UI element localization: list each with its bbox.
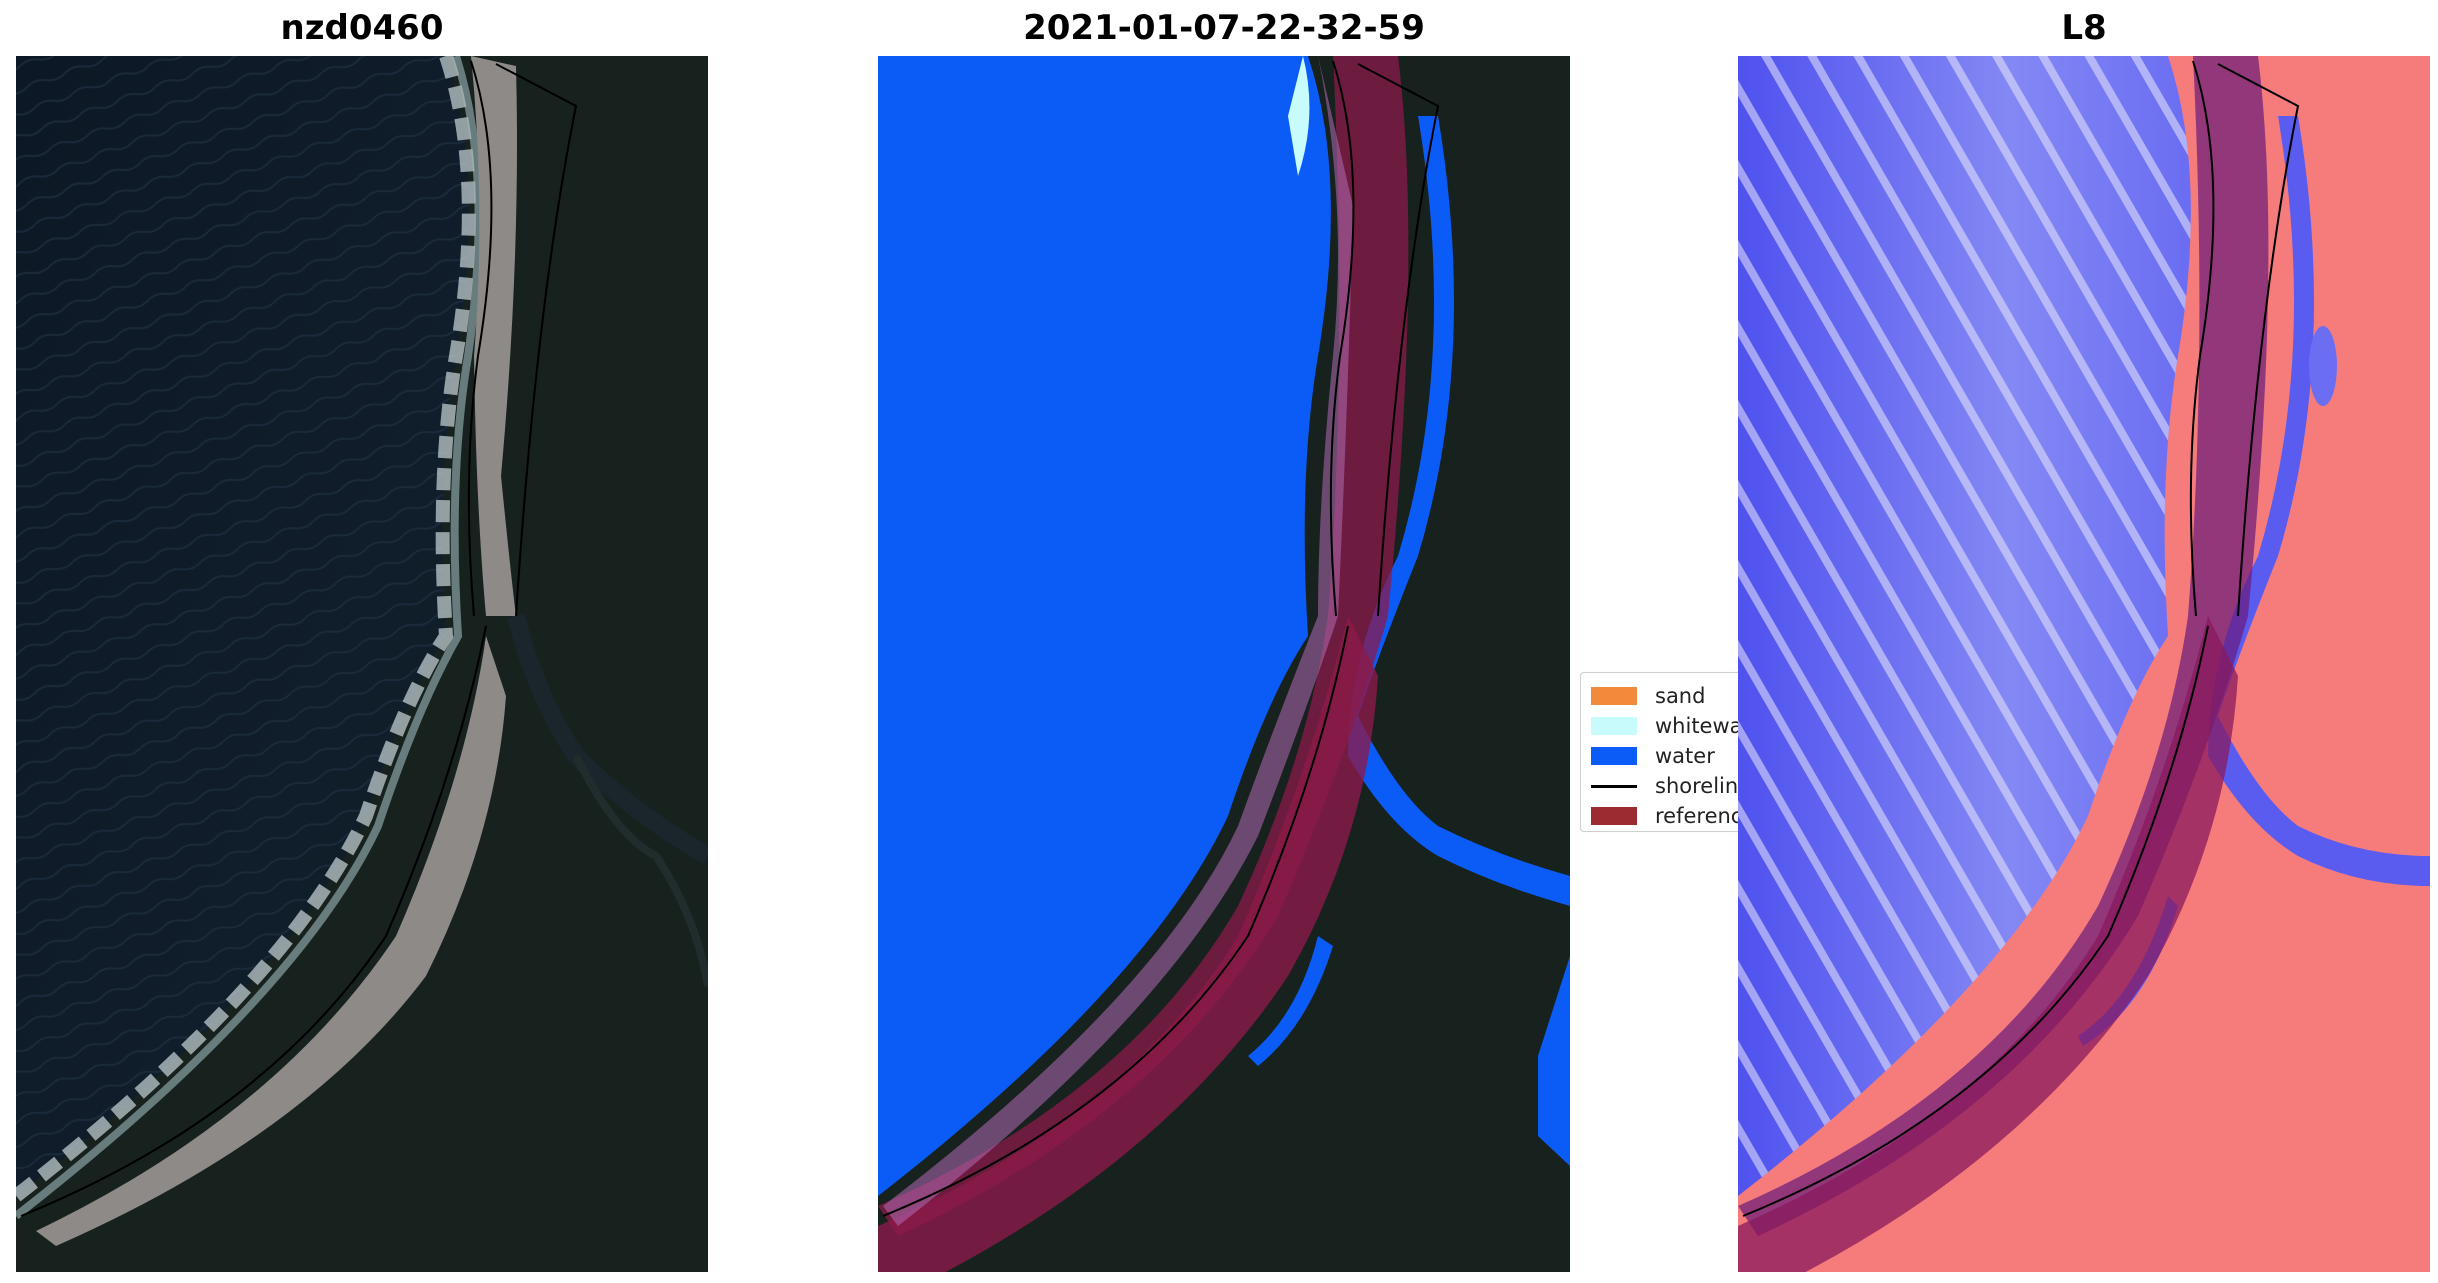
shoreline-line-icon	[1591, 777, 1637, 795]
index-image	[1738, 56, 2430, 1272]
rgb-image	[16, 56, 708, 1272]
legend-label-shoreline: shoreline	[1655, 774, 1742, 798]
legend-item-sand: sand	[1591, 681, 1705, 711]
legend-label-sand: sand	[1655, 684, 1706, 708]
rgb-image-panel	[16, 56, 708, 1272]
reference-swatch-icon	[1591, 807, 1637, 825]
legend-item-reference: referenc	[1591, 801, 1742, 831]
legend: sand whitewa water shoreline referenc	[1580, 672, 1742, 832]
classification-panel	[878, 56, 1570, 1272]
panel-title-rgb: nzd0460	[280, 8, 444, 48]
legend-label-whitewater: whitewa	[1655, 714, 1742, 738]
classification-image	[878, 56, 1570, 1272]
sand-swatch-icon	[1591, 687, 1637, 705]
legend-label-water: water	[1655, 744, 1715, 768]
legend-label-reference: referenc	[1655, 804, 1742, 828]
index-panel	[1738, 56, 2430, 1272]
legend-item-shoreline: shoreline	[1591, 771, 1742, 801]
whitewater-swatch-icon	[1591, 717, 1637, 735]
panel-title-index: L8	[2061, 8, 2107, 48]
legend-item-whitewater: whitewa	[1591, 711, 1742, 741]
water-swatch-icon	[1591, 747, 1637, 765]
panel-title-classification: 2021-01-07-22-32-59	[1023, 8, 1425, 48]
legend-item-water: water	[1591, 741, 1715, 771]
